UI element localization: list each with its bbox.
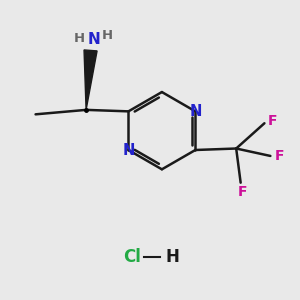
- Text: Cl: Cl: [123, 248, 141, 266]
- Text: H: H: [74, 32, 85, 45]
- Text: N: N: [122, 142, 135, 158]
- Text: H: H: [165, 248, 179, 266]
- Text: F: F: [268, 114, 278, 128]
- Text: F: F: [274, 149, 284, 163]
- Text: H: H: [101, 29, 112, 42]
- Text: N: N: [87, 32, 100, 46]
- Polygon shape: [84, 50, 97, 110]
- Text: F: F: [237, 184, 247, 199]
- Text: N: N: [189, 104, 202, 119]
